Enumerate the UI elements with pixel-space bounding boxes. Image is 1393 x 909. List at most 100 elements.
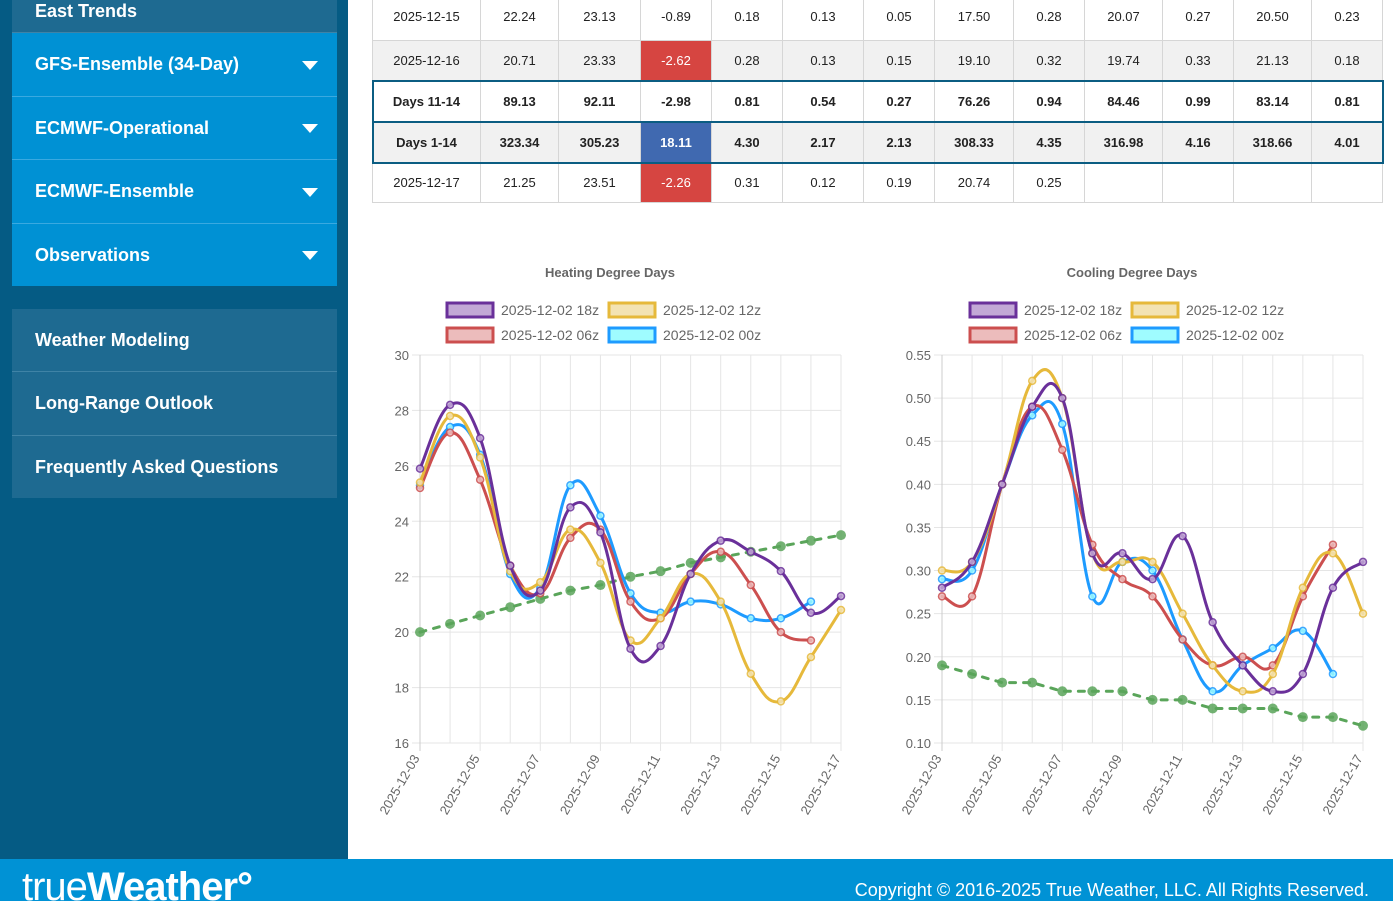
data-point: [1208, 661, 1217, 670]
nav-faq[interactable]: Frequently Asked Questions: [12, 436, 337, 498]
table-cell: [1311, 162, 1383, 203]
table-cell: 20.50: [1233, 0, 1312, 41]
nav-gfs-ensemble[interactable]: GFS-Ensemble (34-Day): [12, 33, 337, 97]
data-point: [1178, 531, 1187, 541]
data-point: [746, 614, 756, 623]
nav-label: Observations: [35, 244, 151, 265]
nav-ecmwf-ensemble[interactable]: ECMWF-Ensemble: [12, 160, 337, 224]
x-tick-label: 2025-12-17: [1319, 752, 1365, 817]
data-point: [1027, 677, 1038, 688]
nav-east-trends[interactable]: East Trends: [12, 0, 337, 33]
data-point: [1148, 557, 1157, 567]
data-point: [596, 511, 605, 520]
chart-title: Heating Degree Days: [545, 265, 675, 280]
chart-cooling-degree-days: Cooling Degree Days 0.10 0.15 0.20 0.25 0.30 0…: [898, 265, 1368, 817]
row-label-cell: 2025-12-16: [372, 40, 481, 81]
table-cell: 21.13: [1233, 40, 1312, 81]
data-point: [1058, 419, 1067, 429]
data-point: [566, 503, 575, 512]
table-cell: 19.10: [934, 40, 1014, 81]
data-point: [1088, 549, 1097, 558]
trueweather-logo[interactable]: trueWeather°: [22, 865, 253, 909]
data-point: [1268, 687, 1278, 696]
data-point: [716, 536, 725, 545]
legend-label: 2025-12-02 18z: [501, 302, 599, 318]
table-cell: 22.24: [480, 0, 559, 41]
table-cell: 0.18: [1311, 40, 1383, 81]
data-point: [626, 644, 635, 654]
data-point: [445, 400, 455, 410]
data-point: [1328, 549, 1338, 558]
table-cell: 323.34: [480, 121, 559, 163]
y-tick-label: 0.10: [906, 736, 931, 751]
table-cell: 20.74: [934, 162, 1014, 203]
nav-label: Weather Modeling: [35, 329, 190, 350]
data-point: [1148, 566, 1157, 575]
data-point: [716, 547, 725, 557]
data-point: [937, 592, 947, 601]
data-point: [565, 585, 576, 596]
table-cell: 0.19: [863, 162, 935, 203]
x-tick-label: 2025-12-05: [959, 752, 1005, 817]
data-point: [1238, 661, 1247, 670]
legend-label: 2025-12-02 06z: [501, 327, 599, 343]
data-point: [806, 636, 816, 645]
row-label-cell: Days 1-14: [372, 121, 481, 163]
table-cell: 4.35: [1013, 121, 1085, 163]
data-point: [836, 530, 846, 541]
data-point: [1358, 609, 1368, 618]
x-tick-label: 2025-12-15: [737, 752, 783, 817]
data-point: [1117, 686, 1128, 697]
table-row: Days 1-14 323.34 305.23 18.11 4.30 2.17 2.13 30…: [371, 120, 1384, 164]
table-cell: 305.23: [558, 121, 641, 163]
data-point: [505, 602, 516, 613]
x-tick-label: 2025-12-11: [1139, 752, 1185, 816]
data-point: [836, 605, 846, 615]
legend-label: 2025-12-02 12z: [1186, 302, 1284, 318]
table-cell: 19.74: [1084, 40, 1163, 81]
data-point: [1178, 609, 1187, 618]
table-cell: 0.12: [782, 162, 864, 203]
data-point: [686, 597, 695, 606]
table-cell: 0.18: [711, 0, 783, 41]
x-tick-label: 2025-12-09: [1079, 752, 1125, 817]
y-tick-label: 0.45: [906, 434, 931, 449]
nav-observations[interactable]: Observations: [12, 224, 337, 286]
x-tick-label: 2025-12-11: [617, 752, 663, 816]
table-cell: 316.98: [1084, 121, 1163, 163]
data-point: [566, 525, 575, 534]
data-point: [967, 566, 977, 575]
data-point: [1237, 703, 1248, 714]
y-tick-label: 28: [395, 403, 409, 418]
y-tick-label: 22: [395, 570, 409, 585]
table-cell: 318.66: [1233, 121, 1312, 163]
legend-label: 2025-12-02 12z: [663, 302, 761, 318]
data-point: [596, 558, 605, 568]
table-cell: 0.28: [711, 40, 783, 81]
data-point: [776, 627, 786, 637]
nav-weather-modeling[interactable]: Weather Modeling: [12, 309, 337, 372]
nav-label: GFS-Ensemble (34-Day): [35, 54, 240, 74]
legend-label: 2025-12-02 00z: [663, 327, 761, 343]
legend-swatch: [1130, 301, 1180, 319]
caret-down-icon: [302, 251, 318, 260]
data-point: [1238, 652, 1247, 662]
y-tick-label: 0.50: [906, 391, 931, 406]
series-line-2025-12-02-06z: [940, 404, 1335, 671]
table-cell: 0.33: [1162, 40, 1234, 81]
x-tick-label: 2025-12-05: [437, 752, 483, 817]
table-cell: 21.25: [480, 162, 559, 203]
table-cell: 0.05: [863, 0, 935, 41]
legend-swatch: [607, 301, 657, 319]
legend-label: 2025-12-02 00z: [1186, 327, 1284, 343]
charts: Heating Degree Days 16 18 20 22 24 26 28 30 2025-…: [376, 265, 1368, 817]
data-point: [1328, 669, 1338, 679]
series-line-2025-12-02-18z: [940, 381, 1365, 694]
nav-long-range-outlook[interactable]: Long-Range Outlook: [12, 372, 337, 436]
table-cell: -2.26: [640, 162, 712, 203]
table-row: 2025-12-17 21.25 23.51 -2.26 0.31 0.12 0.19 20.…: [372, 162, 1383, 203]
nav-ecmwf-operational[interactable]: ECMWF-Operational: [12, 97, 337, 160]
data-point: [1118, 549, 1127, 558]
y-tick-label: 0.55: [906, 348, 931, 363]
x-tick-label: 2025-12-15: [1259, 752, 1305, 817]
